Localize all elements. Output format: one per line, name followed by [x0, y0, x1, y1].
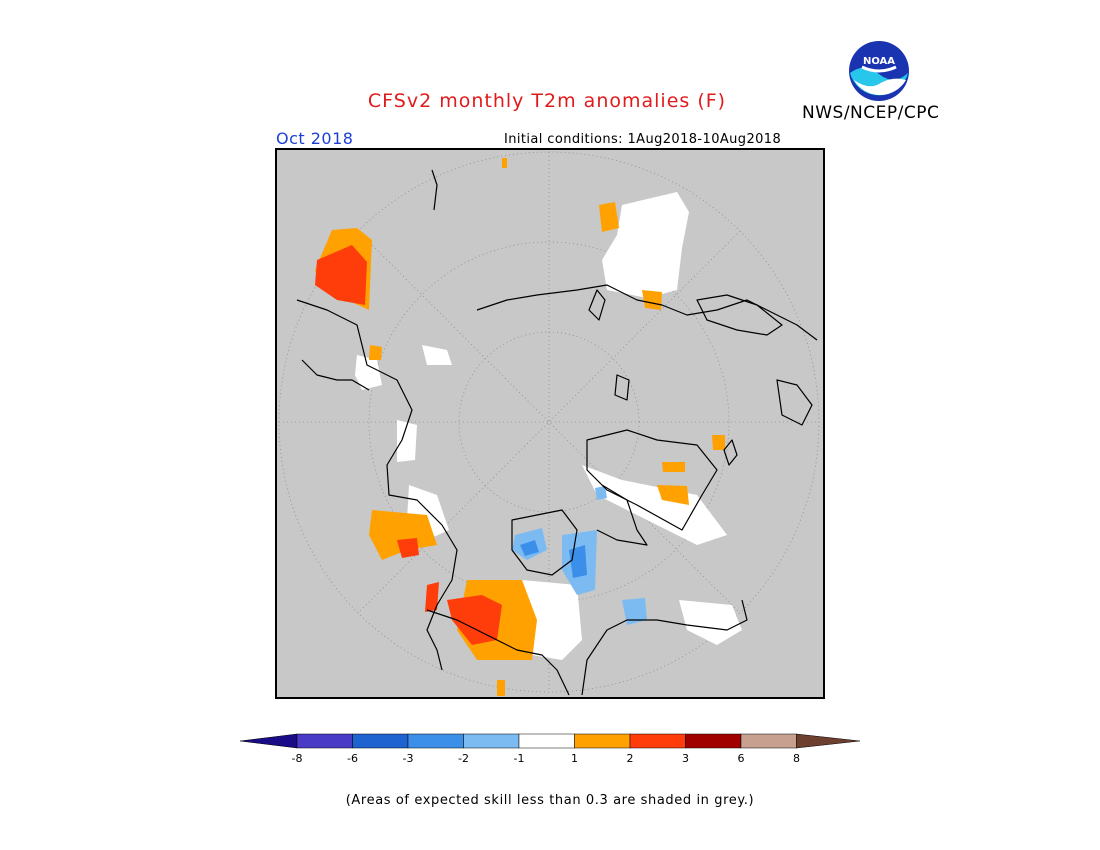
- polar-map: [275, 148, 825, 699]
- colorbar-tick: -1: [513, 752, 525, 765]
- colorbar-tick: -3: [402, 752, 414, 765]
- colorbar-bin-3-6: [685, 733, 742, 749]
- colorbar-tick: 8: [793, 752, 800, 765]
- colorbar-tick: 1: [571, 752, 578, 765]
- agency-label: NWS/NCEP/CPC: [802, 103, 940, 123]
- colorbar-bin-lt-8: [240, 733, 298, 749]
- coastlines: [296, 169, 818, 696]
- colorbar-tick: -8: [291, 752, 303, 765]
- near-normal-areas: [355, 192, 742, 660]
- colorbar-tick: 3: [682, 752, 689, 765]
- colorbar-tick: -6: [347, 752, 358, 765]
- colorbar-bin-3-2: [407, 733, 464, 749]
- colorbar-tick: 2: [626, 752, 634, 765]
- below-normal-areas: [512, 486, 647, 625]
- colorbar-tick: 6: [737, 752, 745, 765]
- colorbar-tick: -2: [458, 752, 469, 765]
- colorbar-bin-2-1: [463, 733, 520, 749]
- colorbar-bin-gt-8: [796, 733, 861, 749]
- colorbar-bin-1-1: [518, 733, 575, 749]
- colorbar-bin-8-6: [296, 733, 353, 749]
- initial-conditions: Initial conditions: 1Aug2018-10Aug2018: [504, 132, 782, 147]
- colorbar-bin-2-3: [629, 733, 686, 749]
- skill-footnote: (Areas of expected skill less than 0.3 a…: [345, 793, 755, 808]
- graticule: [278, 151, 820, 693]
- chart-title: CFSv2 monthly T2m anomalies (F): [367, 90, 727, 112]
- noaa-logo: NOAA: [849, 41, 909, 101]
- svg-text:NOAA: NOAA: [863, 56, 895, 67]
- colorbar-bin-6-8: [740, 733, 797, 749]
- colorbar: [240, 733, 861, 749]
- forecast-month: Oct 2018: [276, 129, 354, 148]
- colorbar-bin-6-3: [352, 733, 409, 749]
- above-normal-areas: [315, 158, 725, 696]
- colorbar-bin-1-2: [574, 733, 631, 749]
